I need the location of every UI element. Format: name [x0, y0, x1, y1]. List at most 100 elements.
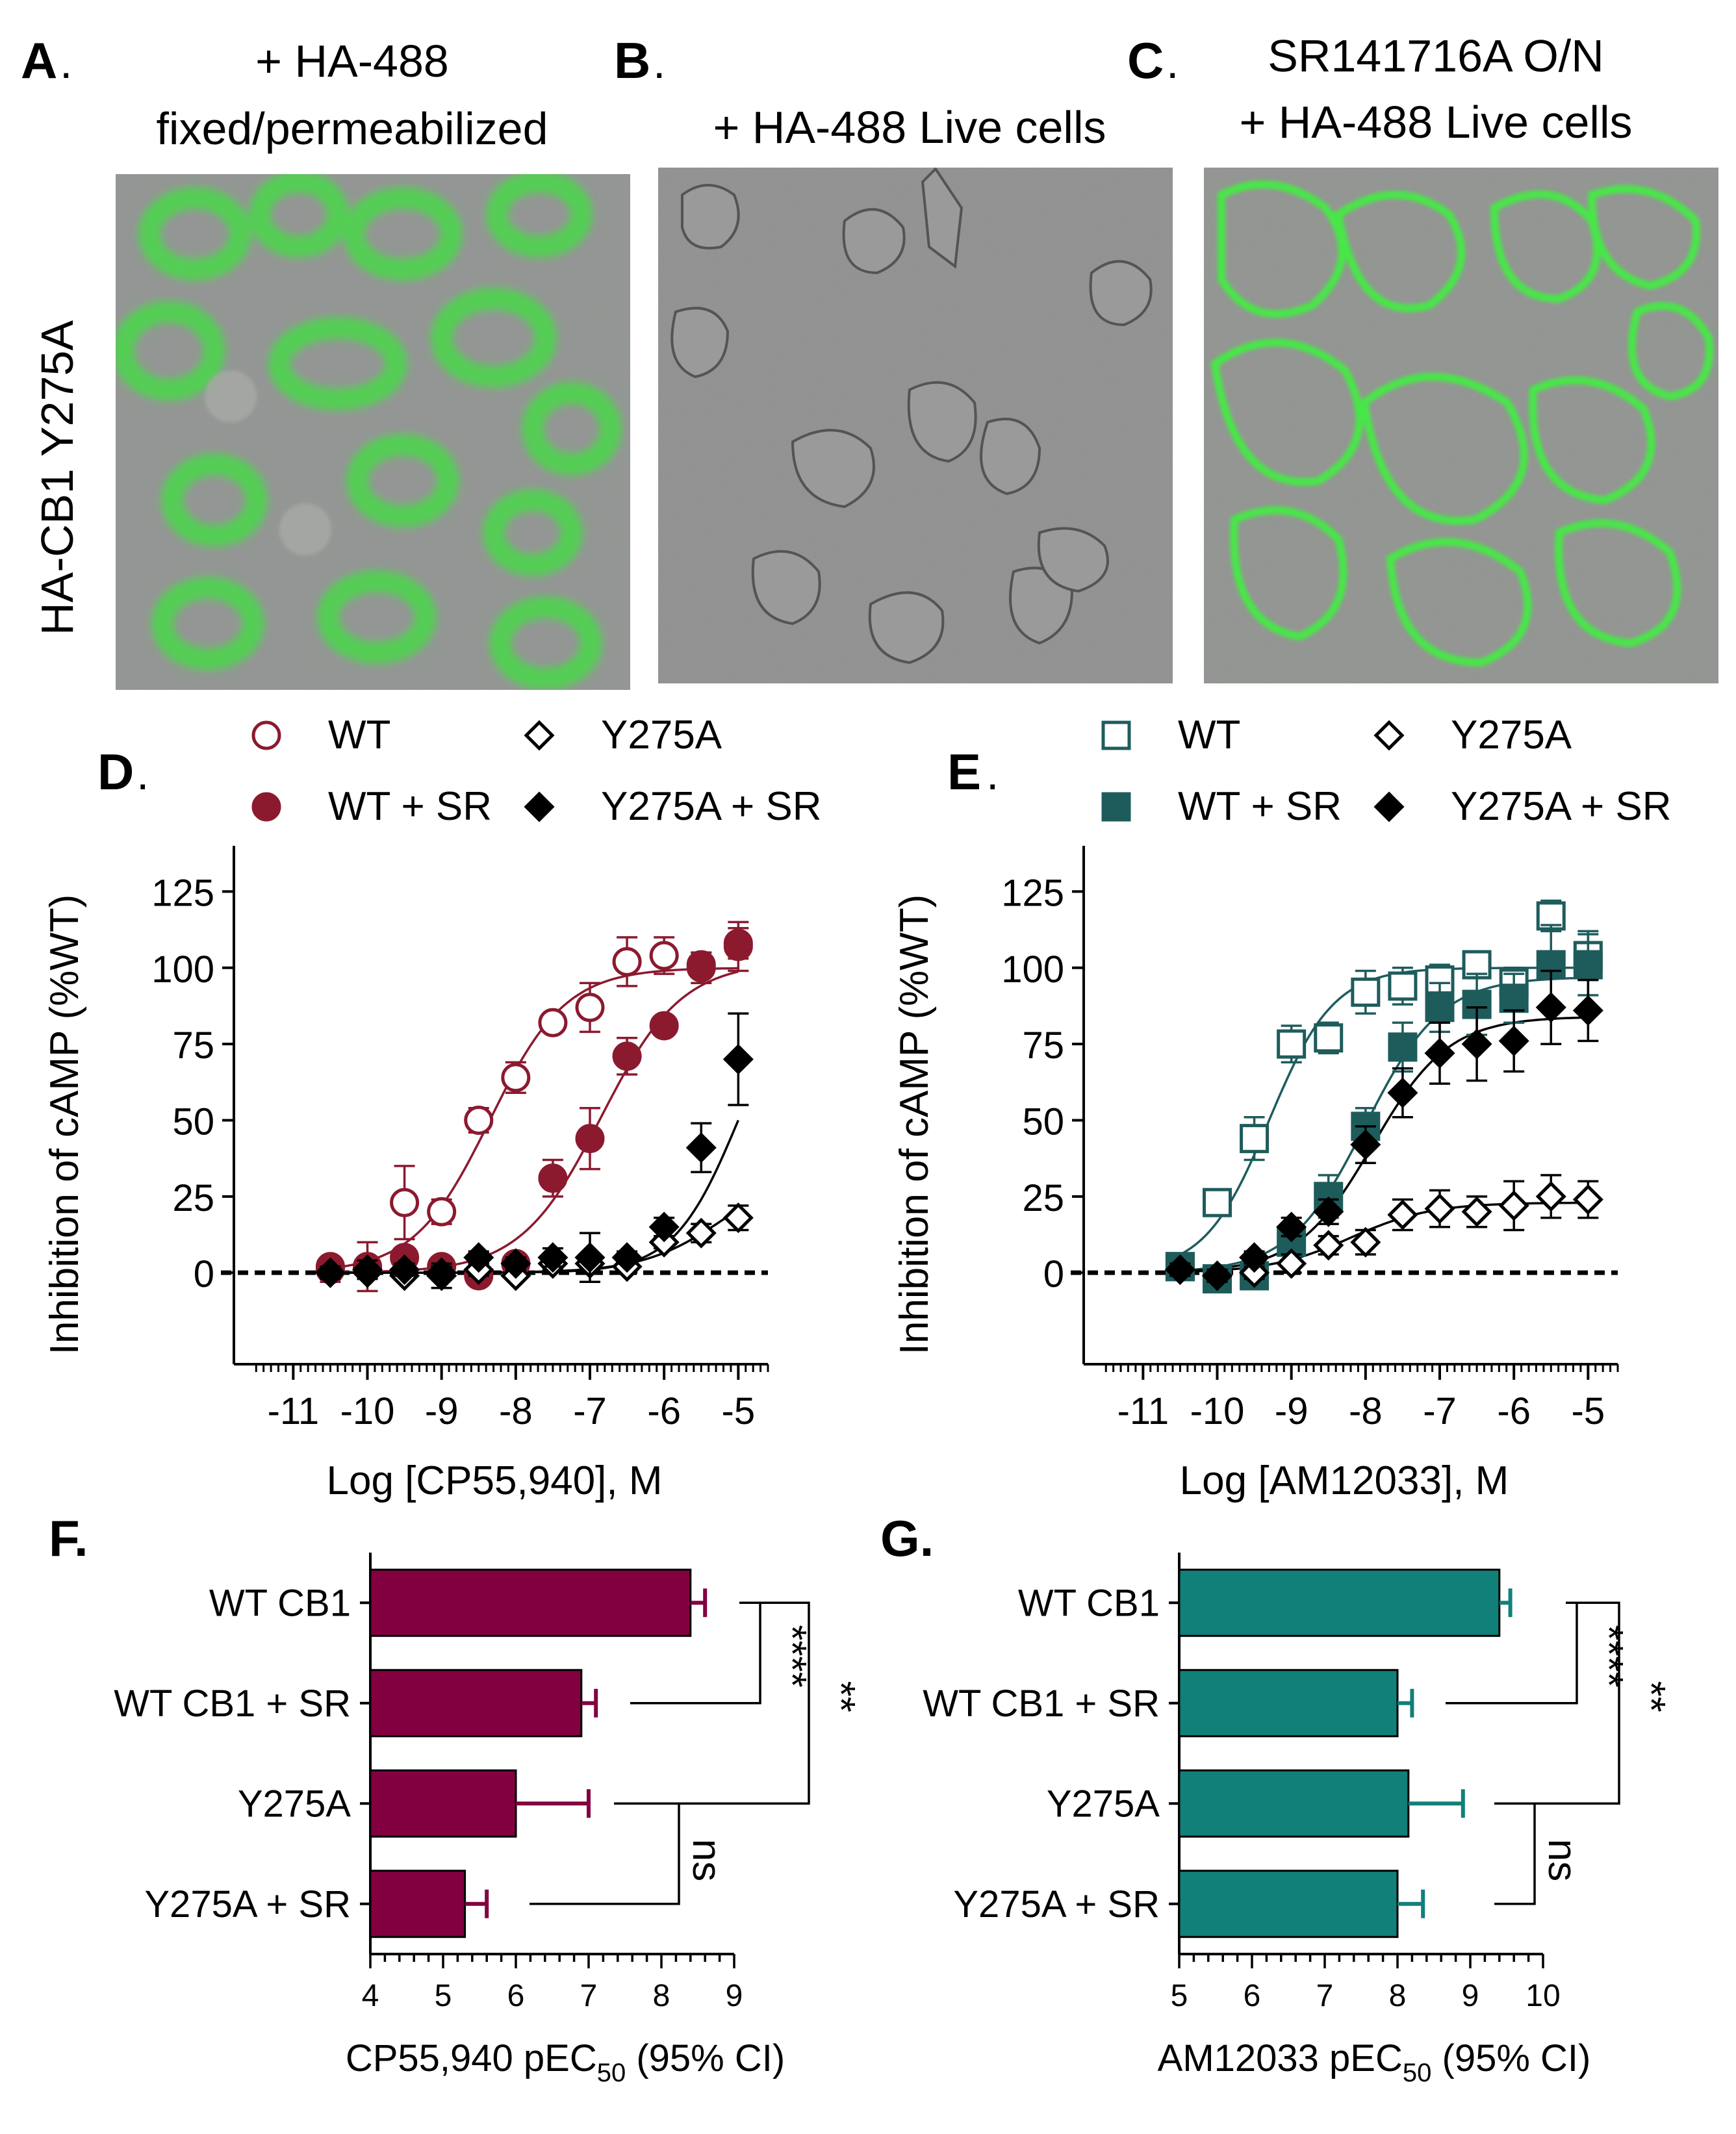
y-tick-label: 125	[1001, 872, 1064, 914]
y-tick-label: 100	[1001, 948, 1064, 991]
data-point-wt-sr	[1425, 993, 1455, 1023]
x-axis-label: Log [CP55,940], M	[327, 1458, 663, 1503]
data-point-wt	[1277, 1029, 1307, 1059]
x-tick-label: -7	[573, 1390, 607, 1432]
panel-c: C . SR141716A O/N + HA-488 Live cells	[1127, 31, 1718, 683]
bar	[369, 1568, 692, 1637]
y-tick-label: 25	[172, 1177, 214, 1219]
panel-d-chart: D . 0 25 50 75 100 125 -11 -10 -9 -8 -7 -6 -5 Log [CP55…	[42, 713, 822, 1503]
legend-label: Y275A + SR	[1451, 784, 1672, 829]
data-point-y275a-sr	[537, 1242, 568, 1273]
legend-label: WT + SR	[1178, 784, 1342, 829]
x-tick-label: -5	[1572, 1390, 1605, 1432]
legend-label: WT	[328, 713, 390, 757]
category-label: WT CB1 + SR	[114, 1683, 351, 1725]
data-point-y275a	[1350, 1226, 1381, 1258]
data-point-y275a-sr	[1461, 1028, 1492, 1060]
data-point-y275a	[1572, 1184, 1603, 1215]
significance-label: **	[1628, 1681, 1673, 1712]
category-label: WT CB1	[209, 1582, 351, 1624]
y-axis-label: Inhibition of cAMP (%WT)	[892, 895, 937, 1355]
data-point-wt	[1240, 1124, 1270, 1154]
y-tick-label: 75	[1022, 1024, 1064, 1067]
data-point-y275a	[1387, 1199, 1418, 1230]
legend-marker	[1101, 720, 1131, 750]
y-tick-label: 25	[1022, 1177, 1064, 1219]
data-point-wt	[427, 1197, 457, 1226]
data-point-wt	[501, 1063, 531, 1093]
panel-a: A . + HA-488 fixed/permeabilized	[21, 32, 630, 690]
data-point-y275a	[1535, 1181, 1566, 1212]
row-label: HA-CB1 Y275A	[32, 320, 83, 635]
bar	[1178, 1568, 1501, 1637]
data-point-wt-sr	[575, 1124, 605, 1154]
x-tick-label: 7	[1316, 1979, 1334, 2013]
data-point-y275a-sr	[314, 1257, 346, 1288]
category-label: Y275A	[1047, 1783, 1160, 1825]
data-point-y275a-sr	[351, 1254, 383, 1286]
data-point-y275a-sr	[611, 1242, 643, 1273]
micrograph-b	[658, 168, 1173, 683]
data-point-y275a-sr	[648, 1212, 680, 1243]
bar	[1178, 1870, 1399, 1938]
legend-label: WT + SR	[328, 784, 492, 829]
panel-d-dot: .	[136, 748, 149, 799]
data-point-y275a-sr	[500, 1248, 531, 1279]
data-point-wt	[538, 1008, 568, 1037]
data-point-wt-sr	[723, 932, 753, 961]
panel-c-caption-line-2: + HA-488 Live cells	[1239, 97, 1632, 147]
x-tick-label: 5	[435, 1979, 452, 2013]
panel-e-chart: E . 0 25 50 75 100 125 -11 -10 -9 -8 -7 -6 -5 Log [AM12…	[892, 713, 1672, 1503]
legend-marker	[1373, 791, 1405, 822]
x-tick-label: -9	[1275, 1390, 1308, 1432]
panel-b-letter: B	[614, 32, 650, 89]
panel-d-letter: D	[97, 743, 134, 800]
legend-marker	[1101, 792, 1131, 822]
significance-label: ****	[1586, 1625, 1631, 1688]
data-point-y275a-sr	[463, 1242, 494, 1273]
x-axis-label: AM12033 pEC50 (95% CI)	[1158, 2037, 1591, 2087]
legend-marker	[524, 791, 555, 822]
data-point-y275a	[722, 1202, 754, 1234]
x-tick-label: 6	[1244, 1979, 1261, 2013]
legend-marker	[251, 792, 281, 822]
x-tick-label: -11	[268, 1390, 320, 1432]
data-point-wt-sr	[1499, 984, 1529, 1013]
data-point-wt-sr	[1388, 1032, 1418, 1062]
x-tick-label: -7	[1423, 1390, 1457, 1432]
panel-c-dot: .	[1166, 37, 1179, 88]
data-point-wt	[1388, 971, 1418, 1001]
panel-b: B . + HA-488 Live cells	[614, 32, 1173, 683]
legend-label: Y275A	[1451, 713, 1572, 757]
x-tick-label: -6	[1497, 1390, 1531, 1432]
comparison-bracket	[1494, 1601, 1620, 1805]
legend-label: Y275A + SR	[601, 784, 822, 829]
significance-label: **	[818, 1681, 863, 1712]
x-tick-label: -9	[425, 1390, 459, 1432]
data-point-y275a	[1461, 1196, 1492, 1227]
panel-f-letter: F.	[49, 1510, 88, 1567]
legend-marker	[524, 720, 555, 751]
data-point-y275a-sr	[1350, 1129, 1381, 1160]
data-point-y275a-sr	[389, 1254, 420, 1286]
x-tick-label: 9	[726, 1979, 743, 2013]
category-label: Y275A + SR	[953, 1883, 1160, 1925]
bar	[369, 1870, 466, 1938]
comparison-bracket	[530, 1802, 680, 1905]
category-label: WT CB1 + SR	[923, 1683, 1160, 1725]
x-tick-label: 8	[1389, 1979, 1407, 2013]
data-point-y275a	[685, 1217, 717, 1249]
x-tick-label: -5	[722, 1390, 756, 1432]
data-point-y275a-sr	[1498, 1025, 1529, 1056]
category-label: Y275A + SR	[144, 1883, 351, 1925]
legend-marker	[251, 720, 281, 750]
x-tick-label: -10	[1190, 1390, 1245, 1432]
data-point-y275a-sr	[1424, 1037, 1455, 1069]
x-tick-label: 8	[653, 1979, 670, 2013]
x-tick-label: -6	[647, 1390, 681, 1432]
legend-label: WT	[1178, 713, 1240, 757]
x-tick-label: 6	[507, 1979, 525, 2013]
panel-a-dot: .	[60, 37, 72, 88]
data-point-y275a	[1498, 1190, 1529, 1221]
